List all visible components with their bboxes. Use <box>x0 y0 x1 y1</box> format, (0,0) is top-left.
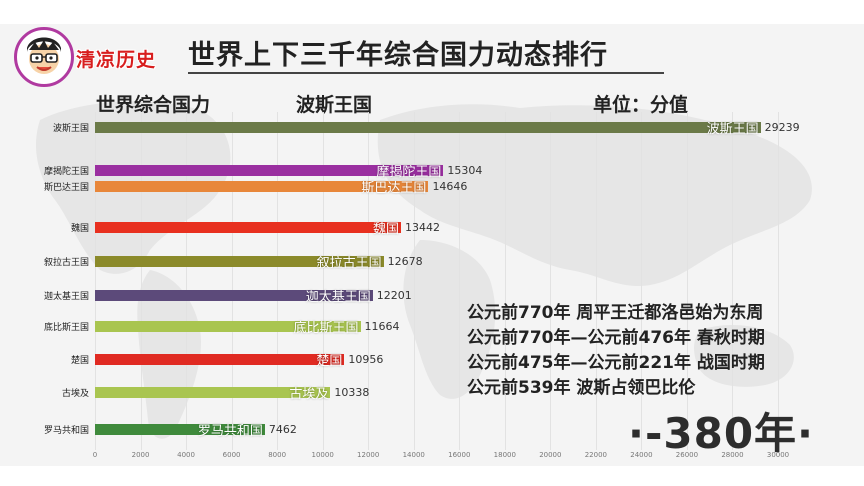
channel-logo: 清凉历史 <box>14 27 182 89</box>
x-tick-label: 4000 <box>177 451 195 459</box>
bar-value-label: 13442 <box>405 221 441 234</box>
cartoon-face-drawing <box>27 37 61 74</box>
x-tick-label: 0 <box>92 451 98 459</box>
bar-inline-label: 迦太基王国 <box>305 290 371 305</box>
bar-value-label: 10956 <box>348 353 384 366</box>
category-label: 魏国 <box>70 224 89 234</box>
x-tick-label: 2000 <box>131 451 150 459</box>
cartoon-face-icon <box>14 27 74 87</box>
grid-line <box>322 112 324 450</box>
category-label: 罗马共和国 <box>43 426 89 436</box>
page-title: 世界上下三千年综合国力动态排行 <box>188 40 608 71</box>
category-label: 古埃及 <box>61 389 89 399</box>
grid-line <box>413 112 415 450</box>
subheader-leader: 波斯王国 <box>296 94 373 116</box>
grid-line <box>504 112 506 450</box>
x-tick-label: 20000 <box>539 451 562 459</box>
history-note: 公元前475年—公元前221年 战国时期 <box>467 353 765 373</box>
grid-line <box>550 112 552 450</box>
category-label: 斯巴达王国 <box>43 183 89 193</box>
top-letterbox <box>0 0 864 24</box>
grid-line <box>459 112 461 450</box>
bar-inline-label: 叙拉古王国 <box>316 256 382 271</box>
grid-line <box>686 112 688 450</box>
bar: 魏国 <box>95 222 402 237</box>
bar: 古埃及 <box>95 387 331 402</box>
x-tick-label: 22000 <box>584 451 607 459</box>
bar-inline-label: 楚国 <box>316 354 343 369</box>
subheader-label: 世界综合国力 <box>96 94 211 116</box>
category-label: 波斯王国 <box>52 124 89 134</box>
bottom-letterbox <box>0 466 864 486</box>
bar-inline-label: 魏国 <box>373 222 400 237</box>
title-underline <box>188 72 664 74</box>
grid-line <box>95 112 96 450</box>
subheader-unit: 单位：分值 <box>593 94 689 116</box>
bar: 波斯王国 <box>95 122 761 137</box>
grid-line <box>732 112 734 450</box>
x-tick-label: 14000 <box>402 451 425 459</box>
bar-inline-label: 古埃及 <box>289 387 329 402</box>
x-tick-label: 18000 <box>493 451 516 459</box>
x-tick-label: 24000 <box>630 451 653 459</box>
bar: 斯巴达王国 <box>95 181 429 196</box>
bar-inline-label: 罗马共和国 <box>197 424 263 439</box>
x-tick-label: 8000 <box>268 451 287 459</box>
category-label: 迦太基王国 <box>43 292 89 302</box>
grid-line <box>140 112 142 450</box>
bar-inline-label: 斯巴达王国 <box>361 181 427 196</box>
category-label: 楚国 <box>70 356 89 366</box>
history-note: 公元前539年 波斯占领巴比伦 <box>467 378 696 398</box>
grid-line <box>368 112 370 450</box>
bar: 楚国 <box>95 354 345 369</box>
bar-inline-label: 摩揭陀王国 <box>376 165 442 180</box>
x-tick-label: 26000 <box>675 451 699 459</box>
grid-line <box>277 112 279 450</box>
x-tick-label: 12000 <box>357 451 380 459</box>
category-label: 底比斯王国 <box>43 323 89 333</box>
x-tick-label: 16000 <box>448 451 471 459</box>
bar: 摩揭陀王国 <box>95 165 444 180</box>
bar: 罗马共和国 <box>95 424 265 439</box>
bar-value-label: 12201 <box>376 289 412 302</box>
history-note: 公元前770年 周平王迁都洛邑始为东周 <box>467 303 764 323</box>
category-label: 叙拉古王国 <box>43 258 89 268</box>
x-tick-label: 6000 <box>222 451 241 459</box>
category-label: 摩揭陀王国 <box>43 167 89 177</box>
channel-name: 清凉历史 <box>76 49 157 71</box>
bar: 底比斯王国 <box>95 321 361 336</box>
bar-inline-label: 底比斯王国 <box>293 321 359 336</box>
bar-value-label: 29239 <box>764 121 800 134</box>
bar-value-label: 7462 <box>268 423 297 436</box>
grid-line <box>641 112 643 450</box>
bar-value-label: 12678 <box>387 255 423 268</box>
bar-value-label: 11664 <box>364 320 400 333</box>
grid-line <box>231 112 233 450</box>
x-tick-label: 30000 <box>766 451 790 459</box>
grid-line <box>186 112 188 450</box>
bar-value-label: 15304 <box>447 164 483 177</box>
bar-inline-label: 波斯王国 <box>706 122 759 137</box>
year-counter: ·-380年· <box>628 409 815 458</box>
grid-line <box>778 112 779 450</box>
grid-line <box>595 112 597 450</box>
bar-value-label: 14646 <box>432 180 468 193</box>
x-tick-label: 10000 <box>311 451 334 459</box>
history-notes: 公元前770年 周平王迁都洛邑始为东周 公元前770年—公元前476年 春秋时期… <box>467 301 765 401</box>
bar: 迦太基王国 <box>95 290 373 305</box>
bar: 叙拉古王国 <box>95 256 384 271</box>
bar-value-label: 10338 <box>334 386 370 399</box>
x-tick-label: 28000 <box>721 451 744 459</box>
history-note: 公元前770年—公元前476年 春秋时期 <box>467 328 765 348</box>
